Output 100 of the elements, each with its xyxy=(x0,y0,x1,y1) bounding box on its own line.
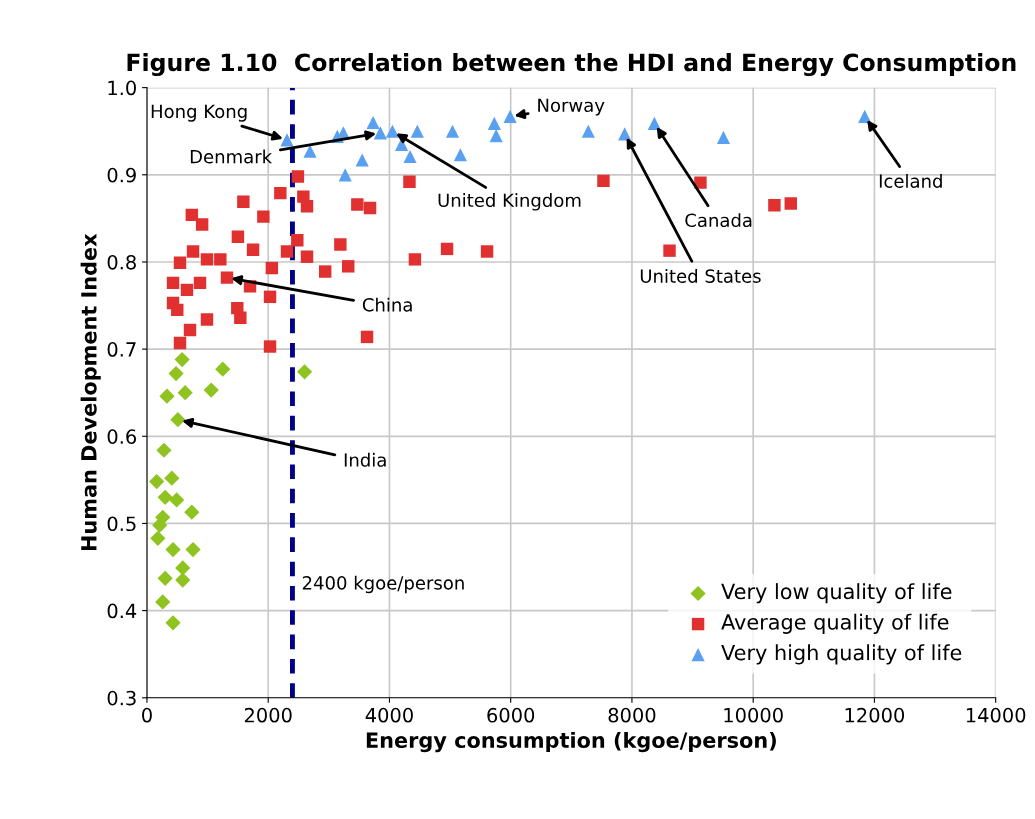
y-tick-label: 0.9 xyxy=(107,167,136,183)
annotation: Denmark xyxy=(190,149,273,164)
point xyxy=(291,233,304,247)
legend-label: Very high quality of life xyxy=(721,644,962,665)
annotation: Norway xyxy=(538,98,605,116)
point xyxy=(597,174,610,188)
point xyxy=(185,542,201,558)
point xyxy=(403,149,417,164)
point xyxy=(159,388,175,404)
x-tick-label: 2000 xyxy=(244,707,292,723)
chart-title: Figure 1.10 Correlation between the HDI and Energy Consumption xyxy=(127,53,1016,77)
point xyxy=(193,276,207,290)
point xyxy=(360,330,374,344)
point xyxy=(165,615,181,631)
point xyxy=(366,115,380,130)
point xyxy=(177,385,193,401)
point xyxy=(385,124,400,138)
point xyxy=(220,271,234,284)
annotation: Hong Kong xyxy=(151,104,247,122)
point xyxy=(373,126,387,140)
point xyxy=(165,542,181,558)
ref-line-label: 2400 kgoe/person xyxy=(302,575,464,594)
point xyxy=(183,323,197,337)
point xyxy=(169,492,185,508)
point xyxy=(168,365,184,382)
annotation: United Kingdom xyxy=(438,193,581,211)
point xyxy=(768,199,781,212)
point xyxy=(237,195,250,209)
point xyxy=(408,253,422,266)
point xyxy=(246,243,260,256)
point xyxy=(334,238,347,251)
point xyxy=(291,170,305,183)
point xyxy=(174,351,190,368)
point xyxy=(265,261,279,275)
y-axis-title: Human Development Index xyxy=(80,233,101,551)
point xyxy=(175,560,191,576)
point xyxy=(280,245,294,258)
point xyxy=(581,124,595,138)
x-tick-label: 4000 xyxy=(365,707,413,723)
y-tick-label: 0.6 xyxy=(107,429,137,444)
y-tick-label: 0.7 xyxy=(107,342,136,357)
point xyxy=(170,412,186,428)
y-tick-label: 0.4 xyxy=(107,603,137,619)
point xyxy=(263,340,277,353)
annotation: India xyxy=(344,452,386,467)
point xyxy=(489,128,503,143)
point xyxy=(149,474,165,490)
point xyxy=(263,290,277,304)
point xyxy=(342,260,355,273)
point xyxy=(152,517,168,533)
x-tick-label: 12000 xyxy=(845,707,905,723)
point xyxy=(166,296,180,310)
x-tick-label: 0 xyxy=(142,707,152,723)
y-tick-label: 0.5 xyxy=(107,516,136,532)
point xyxy=(274,186,287,200)
point xyxy=(155,594,171,610)
point xyxy=(338,168,352,182)
point xyxy=(215,361,231,377)
point xyxy=(351,198,364,211)
point xyxy=(200,253,214,266)
point xyxy=(410,124,424,138)
point xyxy=(186,245,200,258)
point xyxy=(445,124,460,138)
point xyxy=(296,364,313,380)
point xyxy=(716,130,731,144)
point xyxy=(453,148,467,162)
point xyxy=(200,313,214,326)
point xyxy=(214,253,227,266)
point xyxy=(303,144,317,158)
legend-label: Very low quality of life xyxy=(721,583,952,604)
point xyxy=(166,276,180,290)
point xyxy=(156,442,172,458)
point xyxy=(503,109,517,123)
point xyxy=(300,199,314,213)
point xyxy=(157,489,173,505)
point xyxy=(173,336,187,350)
point xyxy=(300,250,314,263)
point xyxy=(440,242,454,256)
point xyxy=(355,153,369,167)
annotation: Canada xyxy=(685,213,752,228)
point xyxy=(363,201,377,215)
annotation: Iceland xyxy=(879,173,942,188)
point xyxy=(175,572,191,588)
point xyxy=(185,208,199,222)
point xyxy=(318,265,332,278)
point xyxy=(234,311,247,324)
point xyxy=(487,116,501,130)
point xyxy=(647,116,661,130)
point xyxy=(157,570,173,586)
point xyxy=(164,470,180,486)
x-tick-label: 14000 xyxy=(966,707,1026,723)
point xyxy=(173,256,187,270)
point xyxy=(231,230,245,243)
point xyxy=(784,197,797,210)
point xyxy=(203,382,219,398)
point xyxy=(663,244,676,257)
point xyxy=(150,530,166,546)
legend-label: Average quality of life xyxy=(721,613,949,634)
point xyxy=(403,175,416,188)
x-axis-title: Energy consumption (kgoe/person) xyxy=(366,731,776,753)
